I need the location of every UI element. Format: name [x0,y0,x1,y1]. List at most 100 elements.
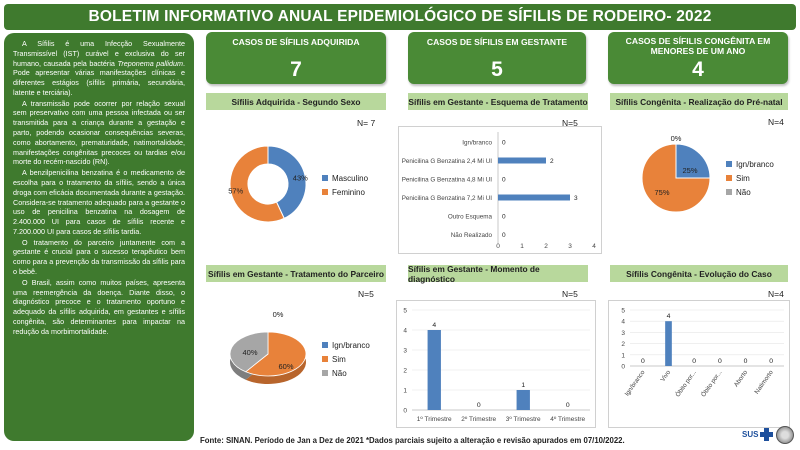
sus-logo: SUS [742,428,774,441]
y-tick-label: 0 [403,408,407,415]
bar [498,157,546,164]
category-label: 1º Trimestre [417,416,452,423]
slice-label: 60% [278,362,293,371]
chart-prenatal-pie: 25% 75% 0% Ign/branco Sim Não [641,134,774,213]
plot-frame [608,300,790,428]
slice-label: 0% [273,310,284,319]
y-tick-label: 5 [621,308,625,315]
slice-label: 43% [293,174,308,183]
x-tick-label: 2 [544,243,548,250]
info-paragraph-3: A benzilpenicilina benzatina é o medicam… [13,168,185,236]
y-tick-label: 3 [621,330,625,337]
category-label: Penicilina G Benzatina 2,4 Mi UI [402,158,493,165]
category-label: Penicilina G Benzatina 4,8 Mi UI [402,177,493,184]
data-label: 0 [692,358,696,365]
bar [516,390,530,410]
legend-label: Sim [332,355,346,364]
chart-partner-pie: 0% 60% 40% Ign/branco Sim Não [229,310,370,384]
info-paragraph-1: A Sífilis é uma Infecção Sexualmente Tra… [13,39,185,98]
data-label: 2 [550,158,554,165]
data-label: 4 [667,313,671,320]
n-label-prenatal: N=4 [768,117,784,127]
legend-label: Ign/branco [332,341,370,350]
category-label: Outro Esquema [448,214,493,221]
n-label-scheme: N=5 [562,118,578,128]
legend-label: Masculino [332,174,369,183]
x-tick-label: 4 [592,243,596,250]
section-header-partner: Sífilis em Gestante - Tratamento do Parc… [206,265,386,282]
n-label-evolution: N=4 [768,289,784,299]
section-header-prenatal: Sífilis Congênita - Realização do Pré-na… [610,93,788,110]
data-label: 0 [718,358,722,365]
slice-label: 40% [242,348,257,357]
y-tick-label: 4 [403,328,407,335]
info-text: A Sífilis é uma Infecção Sexualmente Tra… [13,39,185,68]
legend-label: Feminino [332,188,365,197]
species-name: Treponema pallidum [117,58,183,68]
n-label-sex: N= 7 [357,118,376,128]
data-label: 0 [477,402,481,409]
title-bar: BOLETIM INFORMATIVO ANUAL EPIDEMIOLÓGICO… [4,4,796,30]
chart-treatment-scheme: 0 1 2 3 4 Ign/branco 0 Penicilina G Benzatina 2… [398,126,602,254]
x-tick-label: 1 [520,243,524,250]
y-tick-label: 1 [621,352,625,359]
plot-frame [398,126,602,254]
legend-swatch [322,356,328,362]
y-tick-label: 0 [621,364,625,371]
category-label: 4º Trimestre [550,416,585,423]
section-header-diagnosis: Sífilis em Gestante - Momento de diagnós… [408,264,588,284]
legend-swatch [726,161,732,167]
legend-label: Sim [736,174,750,183]
category-label: 3º Trimestre [506,416,541,423]
donut-slice [267,145,307,220]
category-label: Ign/branco [462,140,492,147]
category-label: Não Realizado [451,232,493,239]
y-tick-label: 2 [621,341,625,348]
x-tick-label: 3 [568,243,572,250]
kpi-congenital: CASOS DE SÍFILIS CONGÊNITA EM MENORES DE… [608,32,788,84]
info-paragraph-2: A transmissão pode ocorrer por relação s… [13,98,185,167]
cross-icon [760,428,774,441]
info-paragraph-5: O Brasil, assim como muitos países, apre… [13,277,185,336]
y-tick-label: 4 [621,319,625,326]
info-paragraph-4: O tratamento do parceiro juntamente com … [13,237,185,276]
category-label: Penicilina G Benzatina 7,2 Mi UI [402,195,493,202]
page-title: BOLETIM INFORMATIVO ANUAL EPIDEMIOLÓGICO… [88,8,712,25]
slice-label: 57% [228,186,243,195]
donut-slice [229,145,285,223]
n-label-diagnosis: N=5 [562,289,578,299]
section-header-scheme: Sífilis em Gestante - Esquema de Tratame… [408,93,588,110]
kpi-value: 7 [290,58,302,81]
legend-label: Ign/branco [736,160,774,169]
pie-slice [229,331,269,373]
pie-slice [641,143,711,213]
legend-label: Não [736,188,751,197]
data-label: 0 [502,232,506,239]
n-label-partner: N=5 [358,289,374,299]
data-label: 0 [502,177,506,184]
bar [427,330,441,410]
kpi-value: 4 [692,58,704,81]
data-label: 0 [641,358,645,365]
chart-sex-donut: 43% 57% Masculino Feminino [228,145,369,223]
slice-label: 25% [682,166,697,175]
info-panel: A Sífilis é uma Infecção Sexualmente Tra… [4,33,194,441]
bar [665,321,672,366]
footer-source: Fonte: SINAN. Período de Jan a Dez de 20… [200,436,625,445]
legend-swatch [726,189,732,195]
data-label: 0 [769,358,773,365]
legend-swatch [322,189,328,195]
data-label: 0 [502,140,506,147]
data-label: 0 [744,358,748,365]
data-label: 0 [566,402,570,409]
legend-label: Não [332,369,347,378]
info-text: . Pode apresentar várias manifestações c… [13,58,185,97]
legend-swatch [726,175,732,181]
y-tick-label: 2 [403,368,407,375]
data-label: 3 [574,195,578,202]
sus-logo-text: SUS [742,430,759,439]
section-header-evolution: Sífilis Congênita - Evolução do Caso [610,265,788,282]
kpi-value: 5 [491,58,503,81]
kpi-pregnant: CASOS DE SÍFILIS EM GESTANTE 5 [408,32,586,84]
